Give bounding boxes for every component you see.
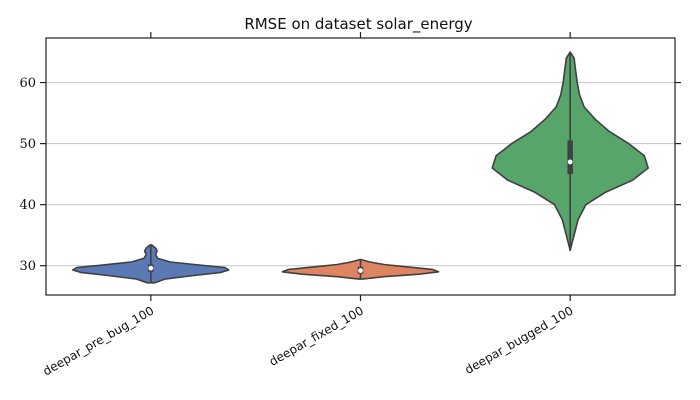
x-tick-label: deepar_pre_bug_100 bbox=[40, 303, 156, 378]
violin-median-point bbox=[148, 265, 154, 271]
violin-median-point bbox=[358, 268, 363, 273]
x-tick-label: deepar_bugged_100 bbox=[462, 303, 575, 376]
x-tick-label: deepar_fixed_100 bbox=[267, 303, 366, 368]
y-tick-label: 40 bbox=[19, 198, 36, 213]
violins bbox=[72, 51, 649, 284]
y-tick-label: 60 bbox=[19, 76, 36, 91]
y-tick-label: 50 bbox=[19, 137, 36, 152]
violin-median-point bbox=[567, 159, 573, 165]
chart-title: RMSE on dataset solar_energy bbox=[244, 15, 472, 34]
violin-iqr-box bbox=[567, 140, 573, 175]
y-tick-label: 30 bbox=[19, 259, 36, 274]
